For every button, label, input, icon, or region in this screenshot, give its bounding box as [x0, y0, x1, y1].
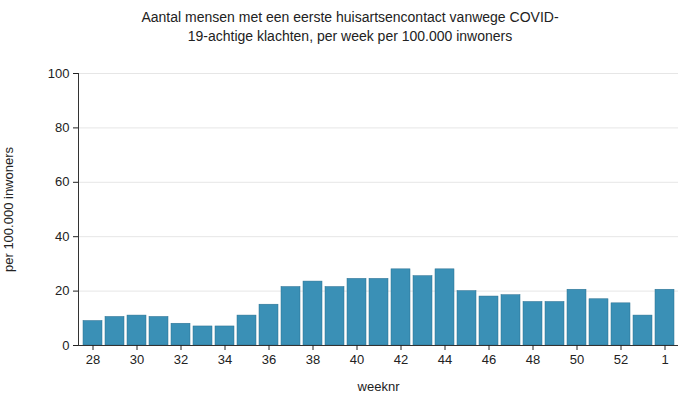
svg-text:38: 38	[306, 352, 320, 367]
svg-text:100: 100	[48, 66, 70, 81]
svg-text:30: 30	[130, 352, 144, 367]
svg-text:34: 34	[218, 352, 232, 367]
svg-text:28: 28	[86, 352, 100, 367]
svg-text:0: 0	[62, 338, 69, 353]
svg-text:20: 20	[55, 283, 69, 298]
svg-text:60: 60	[55, 174, 69, 189]
svg-text:80: 80	[55, 120, 69, 135]
svg-text:42: 42	[394, 352, 408, 367]
svg-text:40: 40	[350, 352, 364, 367]
svg-text:48: 48	[526, 352, 540, 367]
svg-text:32: 32	[174, 352, 188, 367]
svg-text:36: 36	[262, 352, 276, 367]
svg-text:per 100.000 inwoners: per 100.000 inwoners	[1, 146, 16, 272]
html-text:Aantal mensen met een eerste h: Aantal mensen met een eerste huisartsenc…	[141, 9, 559, 44]
svg-text:44: 44	[438, 352, 452, 367]
svg-text:50: 50	[570, 352, 584, 367]
svg-text:40: 40	[55, 229, 69, 244]
svg-text:1: 1	[661, 352, 668, 367]
svg-text:weeknr: weeknr	[357, 379, 401, 394]
svg-text:52: 52	[614, 352, 628, 367]
svg-text:46: 46	[482, 352, 496, 367]
